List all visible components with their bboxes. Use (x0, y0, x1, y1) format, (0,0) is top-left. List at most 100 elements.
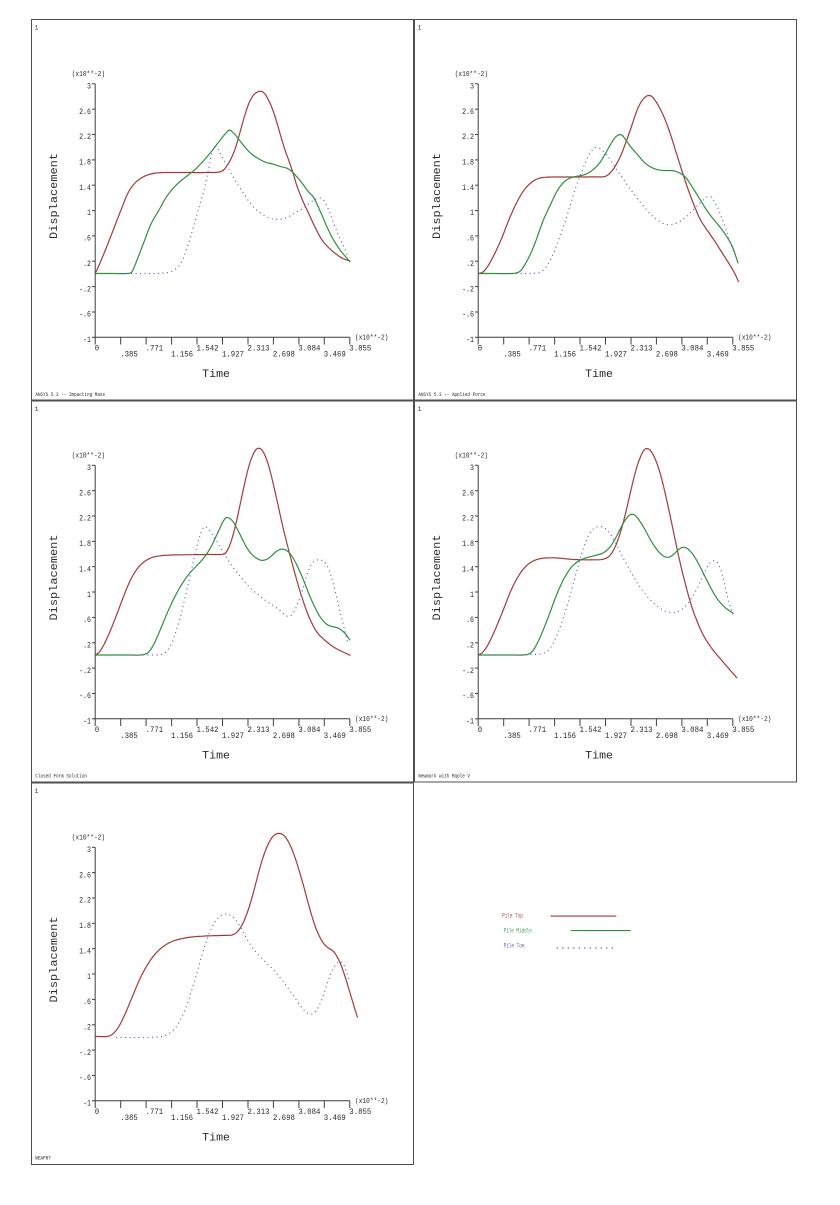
svg-text:(x10**-2): (x10**-2) (355, 716, 388, 724)
svg-text:.2: .2 (83, 260, 91, 269)
svg-text:1.927: 1.927 (222, 1114, 244, 1123)
svg-text:1.8: 1.8 (79, 922, 91, 931)
svg-text:Displacement: Displacement (432, 535, 444, 621)
svg-text:2.313: 2.313 (248, 344, 270, 353)
svg-text:3.469: 3.469 (707, 732, 729, 741)
svg-text:-.2: -.2 (79, 667, 91, 676)
svg-text:1: 1 (87, 209, 91, 218)
svg-text:2.2: 2.2 (79, 515, 91, 524)
svg-text:1.542: 1.542 (197, 726, 219, 735)
svg-text:2.6: 2.6 (79, 108, 91, 117)
svg-text:3.855: 3.855 (349, 726, 371, 735)
svg-text:.6: .6 (466, 235, 474, 244)
svg-text:-.6: -.6 (79, 311, 91, 320)
svg-text:1.156: 1.156 (171, 732, 193, 741)
svg-text:2.2: 2.2 (79, 897, 91, 906)
svg-text:2.6: 2.6 (79, 871, 91, 880)
svg-text:1: 1 (470, 591, 474, 600)
svg-text:1: 1 (87, 973, 91, 982)
svg-text:Pile Top: Pile Top (502, 912, 523, 919)
svg-text:0: 0 (95, 1108, 100, 1117)
svg-text:1.927: 1.927 (222, 351, 244, 360)
svg-text:2.313: 2.313 (248, 726, 270, 735)
svg-text:-1: -1 (83, 336, 91, 345)
svg-text:-.2: -.2 (462, 285, 474, 294)
svg-text:ANSYS 5.3 -- Applied Force: ANSYS 5.3 -- Applied Force (418, 391, 485, 398)
svg-text:2.698: 2.698 (273, 351, 295, 360)
svg-text:Time: Time (585, 750, 613, 762)
svg-text:.2: .2 (466, 260, 474, 269)
svg-text:1.8: 1.8 (79, 540, 91, 549)
svg-text:3.084: 3.084 (298, 726, 320, 735)
svg-text:.2: .2 (83, 642, 91, 651)
svg-text:Time: Time (585, 369, 613, 381)
svg-text:3.469: 3.469 (324, 351, 346, 360)
svg-text:1.156: 1.156 (554, 351, 576, 360)
svg-text:1.927: 1.927 (222, 732, 244, 741)
svg-text:2.313: 2.313 (248, 1108, 270, 1117)
svg-text:1.4: 1.4 (462, 565, 474, 574)
svg-text:2.6: 2.6 (462, 108, 474, 117)
svg-text:Closed Form Solution: Closed Form Solution (35, 772, 87, 779)
svg-text:1.156: 1.156 (171, 351, 193, 360)
svg-text:Displacement: Displacement (432, 153, 444, 239)
svg-text:3.855: 3.855 (732, 344, 754, 353)
svg-text:1.927: 1.927 (605, 351, 627, 360)
svg-text:.771: .771 (529, 344, 547, 353)
svg-text:0: 0 (95, 726, 100, 735)
svg-text:3.469: 3.469 (707, 351, 729, 360)
svg-text:3: 3 (470, 83, 474, 92)
svg-text:.6: .6 (83, 235, 91, 244)
svg-text:3.855: 3.855 (349, 344, 371, 353)
svg-text:-.6: -.6 (462, 692, 474, 701)
svg-text:1.156: 1.156 (554, 732, 576, 741)
svg-text:-.2: -.2 (79, 285, 91, 294)
svg-text:.6: .6 (466, 616, 474, 625)
svg-text:2.6: 2.6 (462, 489, 474, 498)
svg-text:1.4: 1.4 (79, 565, 91, 574)
svg-text:1: 1 (35, 406, 39, 413)
svg-text:3.084: 3.084 (298, 1108, 320, 1117)
svg-text:-.6: -.6 (79, 692, 91, 701)
svg-text:(x10**-2): (x10**-2) (455, 453, 488, 461)
svg-text:-.6: -.6 (79, 1074, 91, 1083)
svg-text:2.313: 2.313 (631, 344, 653, 353)
svg-text:Time: Time (202, 1132, 230, 1144)
svg-text:3.855: 3.855 (732, 726, 754, 735)
svg-text:-1: -1 (83, 718, 91, 727)
svg-text:3: 3 (87, 464, 91, 473)
svg-text:Displacement: Displacement (49, 917, 61, 1003)
svg-text:1.8: 1.8 (462, 159, 474, 168)
svg-text:(x10**-2): (x10**-2) (738, 716, 771, 724)
svg-text:3: 3 (87, 83, 91, 92)
svg-text:3.855: 3.855 (349, 1108, 371, 1117)
svg-text:Displacement: Displacement (49, 153, 61, 239)
svg-text:.385: .385 (120, 1114, 138, 1123)
svg-text:3.469: 3.469 (324, 732, 346, 741)
svg-text:-.2: -.2 (79, 1049, 91, 1058)
svg-text:1.156: 1.156 (171, 1114, 193, 1123)
svg-text:1.4: 1.4 (79, 184, 91, 193)
svg-text:0: 0 (478, 344, 483, 353)
svg-text:(x10**-2): (x10**-2) (72, 453, 105, 461)
svg-text:-.2: -.2 (462, 667, 474, 676)
svg-text:1: 1 (418, 25, 422, 32)
svg-text:(x10**-2): (x10**-2) (72, 71, 105, 79)
svg-text:2.2: 2.2 (462, 515, 474, 524)
svg-text:1: 1 (470, 209, 474, 218)
svg-text:(x10**-2): (x10**-2) (738, 335, 771, 343)
svg-text:2.2: 2.2 (79, 133, 91, 142)
svg-text:1.542: 1.542 (197, 344, 219, 353)
svg-text:(x10**-2): (x10**-2) (355, 335, 388, 343)
svg-text:2.313: 2.313 (631, 726, 653, 735)
svg-text:-1: -1 (83, 1100, 91, 1109)
svg-text:3.084: 3.084 (298, 344, 320, 353)
svg-text:.385: .385 (120, 351, 138, 360)
svg-text:1.8: 1.8 (79, 159, 91, 168)
svg-text:.771: .771 (146, 726, 164, 735)
svg-text:Pile Toe: Pile Toe (504, 942, 525, 949)
svg-text:Newmark with Maple V: Newmark with Maple V (418, 772, 470, 779)
svg-text:1.927: 1.927 (605, 732, 627, 741)
svg-text:2.698: 2.698 (273, 1114, 295, 1123)
svg-text:1.542: 1.542 (197, 1108, 219, 1117)
